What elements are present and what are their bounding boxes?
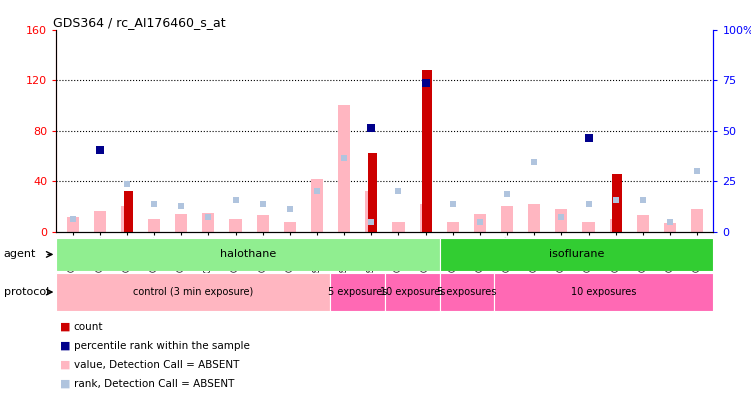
- Bar: [664, 223, 676, 232]
- Text: ■: ■: [60, 379, 71, 389]
- Bar: [392, 221, 405, 232]
- Text: ■: ■: [60, 341, 71, 351]
- Bar: [610, 219, 622, 232]
- Text: value, Detection Call = ABSENT: value, Detection Call = ABSENT: [74, 360, 239, 370]
- Bar: [385, 273, 439, 311]
- Bar: [94, 211, 106, 232]
- Text: ■: ■: [60, 322, 71, 332]
- Bar: [56, 238, 439, 271]
- Text: 10 exposures: 10 exposures: [572, 287, 637, 297]
- Bar: [528, 204, 540, 232]
- Text: percentile rank within the sample: percentile rank within the sample: [74, 341, 249, 351]
- Bar: [338, 105, 350, 232]
- Text: control (3 min exposure): control (3 min exposure): [133, 287, 253, 297]
- Text: 10 exposures: 10 exposures: [379, 287, 445, 297]
- Text: agent: agent: [4, 249, 36, 259]
- Text: 5 exposures: 5 exposures: [328, 287, 388, 297]
- Bar: [691, 209, 703, 232]
- Bar: [123, 191, 133, 232]
- Bar: [230, 219, 242, 232]
- Text: protocol: protocol: [4, 287, 49, 297]
- Bar: [583, 221, 595, 232]
- Bar: [439, 273, 494, 311]
- Bar: [56, 273, 330, 311]
- Bar: [368, 153, 378, 232]
- Text: isoflurane: isoflurane: [549, 249, 605, 259]
- Text: rank, Detection Call = ABSENT: rank, Detection Call = ABSENT: [74, 379, 234, 389]
- Bar: [555, 209, 568, 232]
- Bar: [422, 70, 432, 232]
- Bar: [494, 273, 713, 311]
- Bar: [474, 214, 486, 232]
- Bar: [637, 215, 649, 232]
- Bar: [365, 191, 378, 232]
- Bar: [501, 206, 513, 232]
- Bar: [148, 219, 160, 232]
- Bar: [284, 221, 296, 232]
- Text: 5 exposures: 5 exposures: [437, 287, 496, 297]
- Bar: [311, 179, 323, 232]
- Bar: [121, 206, 133, 232]
- Bar: [439, 238, 713, 271]
- Bar: [330, 273, 385, 311]
- Bar: [420, 204, 432, 232]
- Bar: [67, 217, 79, 232]
- Text: GDS364 / rc_AI176460_s_at: GDS364 / rc_AI176460_s_at: [53, 15, 225, 29]
- Bar: [257, 215, 269, 232]
- Bar: [447, 221, 459, 232]
- Bar: [202, 213, 215, 232]
- Text: count: count: [74, 322, 103, 332]
- Bar: [175, 214, 187, 232]
- Text: ■: ■: [60, 360, 71, 370]
- Bar: [612, 173, 622, 232]
- Text: halothane: halothane: [220, 249, 276, 259]
